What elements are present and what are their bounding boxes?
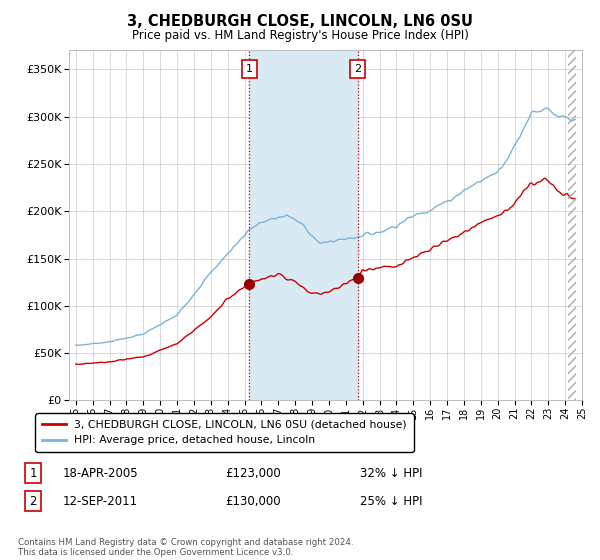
Text: 3, CHEDBURGH CLOSE, LINCOLN, LN6 0SU: 3, CHEDBURGH CLOSE, LINCOLN, LN6 0SU <box>127 14 473 29</box>
Text: 2: 2 <box>354 64 361 74</box>
Text: 12-SEP-2011: 12-SEP-2011 <box>63 494 138 508</box>
Text: Price paid vs. HM Land Registry's House Price Index (HPI): Price paid vs. HM Land Registry's House … <box>131 29 469 42</box>
Bar <box>250 50 358 400</box>
Text: 1: 1 <box>246 64 253 74</box>
Text: £130,000: £130,000 <box>225 494 281 508</box>
Text: 2: 2 <box>29 494 37 508</box>
Text: £123,000: £123,000 <box>225 466 281 480</box>
Text: 32% ↓ HPI: 32% ↓ HPI <box>360 466 422 480</box>
Text: 25% ↓ HPI: 25% ↓ HPI <box>360 494 422 508</box>
Text: 1: 1 <box>29 466 37 480</box>
Text: Contains HM Land Registry data © Crown copyright and database right 2024.
This d: Contains HM Land Registry data © Crown c… <box>18 538 353 557</box>
Bar <box>568 50 576 400</box>
Bar <box>568 50 577 400</box>
Legend: 3, CHEDBURGH CLOSE, LINCOLN, LN6 0SU (detached house), HPI: Average price, detac: 3, CHEDBURGH CLOSE, LINCOLN, LN6 0SU (de… <box>35 413 413 452</box>
Text: 18-APR-2005: 18-APR-2005 <box>63 466 139 480</box>
